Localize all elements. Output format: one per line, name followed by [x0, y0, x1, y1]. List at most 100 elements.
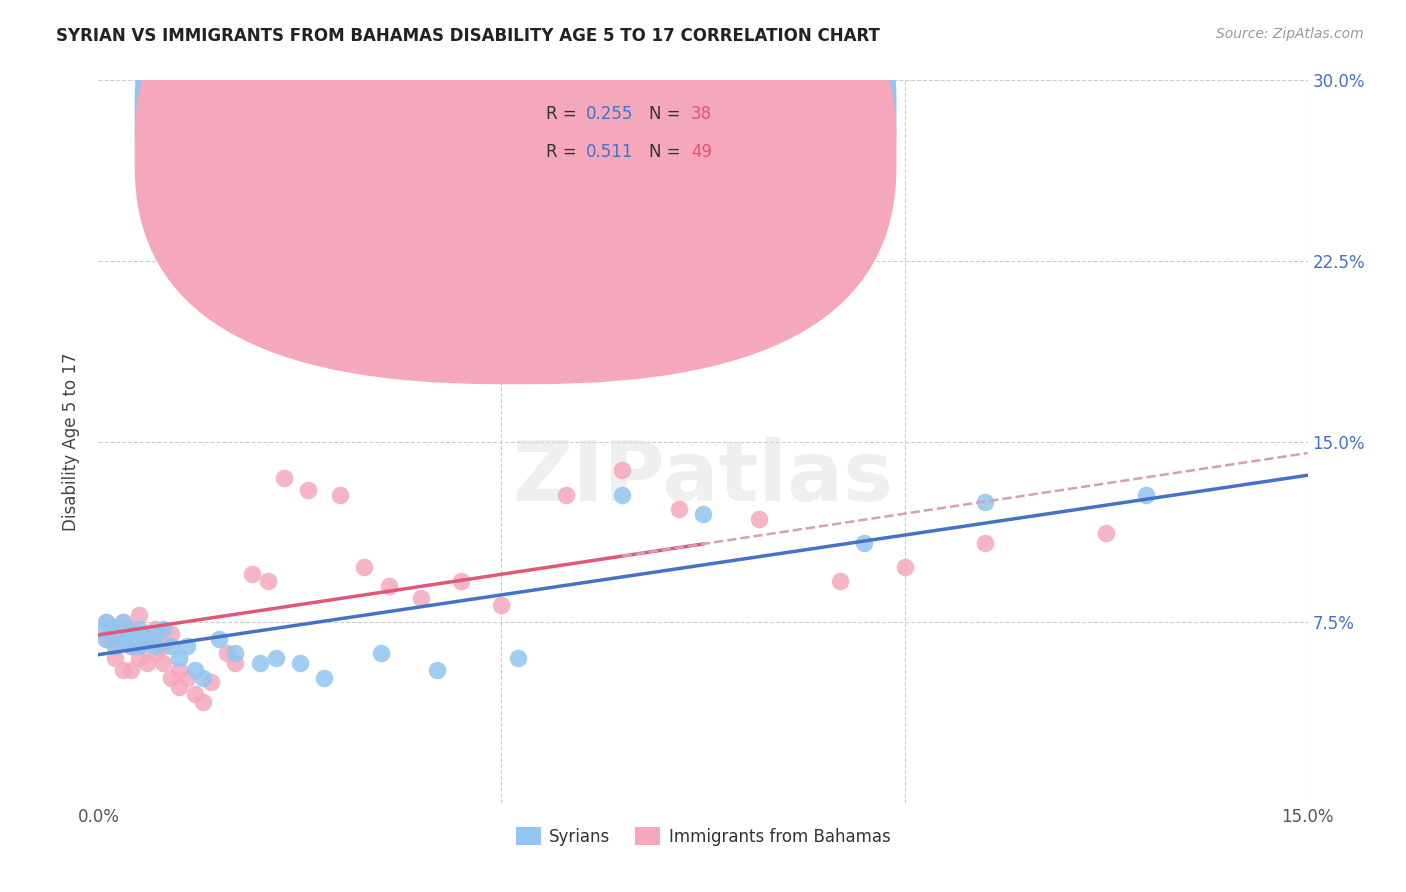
Point: [208, 189, 231, 203]
Point: [1135, 487, 1157, 501]
Point: [111, 615, 134, 630]
Point: [450, 574, 472, 589]
Point: [314, 671, 336, 685]
Point: [240, 567, 263, 582]
Text: N =: N =: [648, 105, 686, 123]
Point: [120, 639, 142, 653]
Point: [612, 487, 634, 501]
Point: [160, 671, 183, 685]
Point: [111, 615, 134, 630]
Point: [152, 639, 174, 653]
Point: [120, 632, 142, 646]
Point: [135, 632, 157, 646]
Text: ZIPatlas: ZIPatlas: [513, 437, 893, 518]
Point: [103, 639, 125, 653]
Point: [103, 623, 125, 637]
Point: [256, 574, 278, 589]
Point: [167, 651, 190, 665]
Point: [748, 511, 770, 525]
Point: [555, 487, 578, 501]
Text: Source: ZipAtlas.com: Source: ZipAtlas.com: [1216, 27, 1364, 41]
Text: 0.511: 0.511: [586, 144, 633, 161]
Point: [974, 494, 997, 508]
FancyBboxPatch shape: [135, 0, 897, 346]
Point: [96, 615, 118, 630]
Point: [143, 639, 166, 653]
Point: [893, 559, 915, 574]
Point: [135, 632, 157, 646]
Point: [96, 632, 118, 646]
Point: [828, 574, 851, 589]
Point: [160, 639, 183, 653]
Point: [353, 559, 375, 574]
Point: [111, 632, 134, 646]
Point: [370, 647, 392, 661]
Point: [974, 535, 997, 549]
Point: [143, 647, 166, 661]
Point: [103, 651, 125, 665]
Point: [152, 656, 174, 670]
Point: [103, 627, 125, 641]
Point: [120, 664, 142, 678]
Point: [249, 656, 271, 670]
Point: [143, 627, 166, 641]
Point: [103, 620, 125, 634]
Point: [120, 639, 142, 653]
Point: [143, 623, 166, 637]
Point: [1095, 526, 1118, 541]
Point: [377, 579, 399, 593]
Point: [506, 651, 529, 665]
Point: [692, 507, 714, 521]
Point: [273, 470, 295, 484]
Point: [426, 664, 449, 678]
Text: N =: N =: [648, 144, 686, 161]
Point: [193, 671, 215, 685]
Point: [176, 639, 198, 653]
Point: [612, 463, 634, 477]
Point: [167, 664, 190, 678]
Point: [96, 615, 118, 630]
Point: [103, 639, 125, 653]
Point: [128, 627, 150, 641]
Point: [668, 502, 690, 516]
Point: [184, 664, 207, 678]
Point: [288, 656, 311, 670]
Point: [853, 535, 876, 549]
Point: [135, 656, 157, 670]
Point: [120, 623, 142, 637]
Point: [152, 623, 174, 637]
Point: [111, 623, 134, 637]
Point: [128, 607, 150, 622]
Point: [184, 687, 207, 701]
Text: 49: 49: [690, 144, 711, 161]
Point: [128, 623, 150, 637]
Point: [297, 483, 319, 497]
FancyBboxPatch shape: [479, 87, 842, 170]
Point: [96, 632, 118, 646]
Point: [224, 647, 246, 661]
Point: [217, 647, 239, 661]
Point: [128, 651, 150, 665]
Y-axis label: Disability Age 5 to 17: Disability Age 5 to 17: [62, 352, 80, 531]
Point: [128, 639, 150, 653]
Point: [111, 632, 134, 646]
Point: [96, 623, 118, 637]
Point: [329, 487, 352, 501]
Point: [120, 627, 142, 641]
Point: [208, 632, 231, 646]
Text: SYRIAN VS IMMIGRANTS FROM BAHAMAS DISABILITY AGE 5 TO 17 CORRELATION CHART: SYRIAN VS IMMIGRANTS FROM BAHAMAS DISABI…: [56, 27, 880, 45]
Point: [200, 675, 222, 690]
Point: [224, 656, 246, 670]
Text: R =: R =: [546, 144, 588, 161]
Text: 38: 38: [690, 105, 711, 123]
Point: [176, 671, 198, 685]
Point: [264, 651, 287, 665]
Text: 0.255: 0.255: [586, 105, 633, 123]
Text: R =: R =: [546, 105, 582, 123]
FancyBboxPatch shape: [135, 0, 897, 384]
Legend: Syrians, Immigrants from Bahamas: Syrians, Immigrants from Bahamas: [509, 821, 897, 852]
Point: [111, 664, 134, 678]
Point: [167, 680, 190, 694]
Point: [491, 599, 513, 613]
Point: [409, 591, 432, 605]
